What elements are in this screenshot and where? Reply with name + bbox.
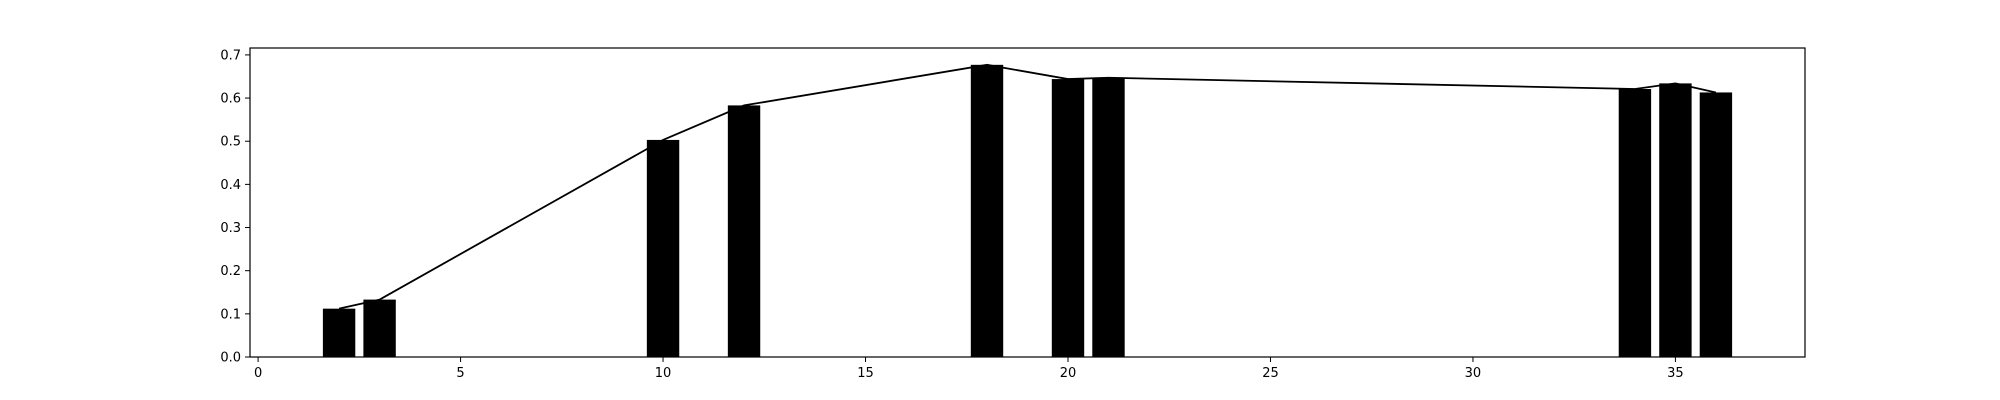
series-line bbox=[338, 63, 1717, 310]
y-tick-label: 0.7 bbox=[220, 48, 241, 63]
x-tick-label: 15 bbox=[857, 366, 874, 381]
y-axis: 0.0 0.1 0.2 0.3 0.4 0.5 0.6 0.7 bbox=[220, 48, 250, 366]
bar bbox=[646, 139, 680, 357]
x-tick-label: 5 bbox=[456, 366, 464, 381]
bar bbox=[727, 105, 761, 358]
x-tick-label: 35 bbox=[1667, 366, 1684, 381]
x-tick-label: 30 bbox=[1465, 366, 1482, 381]
y-tick-label: 0.4 bbox=[220, 178, 241, 193]
y-tick-label: 0.3 bbox=[220, 221, 241, 236]
bar bbox=[970, 64, 1004, 357]
bar bbox=[1618, 89, 1652, 357]
bar bbox=[1699, 92, 1733, 357]
y-tick-label: 0.1 bbox=[220, 307, 241, 322]
bar bbox=[1092, 77, 1125, 357]
line-layer bbox=[338, 63, 1717, 310]
bar bbox=[1051, 79, 1085, 357]
y-tick-label: 0.6 bbox=[220, 92, 241, 107]
y-tick-label: 0.2 bbox=[220, 264, 241, 279]
y-tick-label: 0.5 bbox=[220, 135, 241, 150]
y-tick-label: 0.0 bbox=[220, 351, 241, 366]
bar bbox=[363, 299, 396, 357]
x-tick-label: 0 bbox=[254, 366, 262, 381]
bar-group bbox=[322, 64, 1733, 358]
bar bbox=[322, 308, 356, 357]
x-tick-label: 20 bbox=[1060, 366, 1077, 381]
x-tick-label: 25 bbox=[1262, 366, 1279, 381]
x-tick-label: 10 bbox=[655, 366, 672, 381]
plot-frame bbox=[249, 47, 1806, 358]
bar bbox=[1659, 83, 1692, 357]
x-axis: 0 5 10 15 20 25 30 35 bbox=[254, 357, 1684, 381]
